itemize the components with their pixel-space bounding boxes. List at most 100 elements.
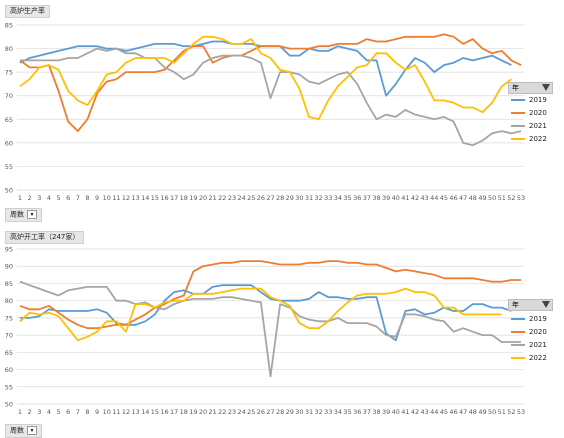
y-tick-label: 60 xyxy=(5,139,13,147)
chart2-footer-pill[interactable]: 周数 ▾ xyxy=(5,424,42,438)
x-tick-label: 11 xyxy=(112,194,120,202)
y-tick-label: 65 xyxy=(5,116,13,124)
y-tick-label: 95 xyxy=(5,246,13,254)
x-tick-label: 34 xyxy=(334,194,342,202)
chart1-title-pill[interactable]: 高炉生产率 xyxy=(5,5,50,18)
x-tick-label: 3 xyxy=(37,408,41,416)
legend-entry-2022[interactable]: 2022 xyxy=(511,354,547,363)
legend-entry-2022[interactable]: 2022 xyxy=(511,135,547,144)
x-tick-label: 37 xyxy=(363,408,371,416)
x-tick-label: 18 xyxy=(180,194,188,202)
y-tick-label: 55 xyxy=(5,383,13,391)
x-tick-label: 33 xyxy=(324,194,332,202)
x-tick-label: 30 xyxy=(295,408,303,416)
x-tick-label: 4 xyxy=(47,408,51,416)
x-tick-label: 40 xyxy=(392,194,400,202)
x-tick-label: 16 xyxy=(160,408,168,416)
x-tick-label: 52 xyxy=(507,408,515,416)
y-tick-label: 70 xyxy=(5,92,13,100)
x-tick-label: 31 xyxy=(305,194,313,202)
chart2-legend-title: 年 xyxy=(512,301,519,309)
chart2-title-pill[interactable]: 高炉开工率（247家） xyxy=(5,231,85,244)
x-tick-label: 23 xyxy=(228,194,236,202)
dropdown-arrow-icon[interactable]: ▾ xyxy=(27,210,37,219)
x-tick-label: 12 xyxy=(122,194,130,202)
y-tick-label: 50 xyxy=(5,187,13,195)
x-tick-label: 41 xyxy=(401,194,409,202)
x-tick-label: 6 xyxy=(66,408,70,416)
x-tick-label: 13 xyxy=(131,194,139,202)
filter-icon[interactable] xyxy=(542,84,550,91)
chart1-legend-title: 年 xyxy=(512,84,519,92)
x-tick-label: 26 xyxy=(257,194,265,202)
chart2-legend-header[interactable]: 年 xyxy=(508,299,553,311)
x-tick-label: 24 xyxy=(237,194,245,202)
chart1-footer-pill[interactable]: 周数 ▾ xyxy=(5,208,42,222)
x-tick-label: 1 xyxy=(18,408,22,416)
x-tick-label: 43 xyxy=(421,194,429,202)
legend-entry-2020[interactable]: 2020 xyxy=(511,109,547,118)
x-tick-label: 22 xyxy=(218,194,226,202)
x-tick-label: 21 xyxy=(209,408,217,416)
x-tick-label: 20 xyxy=(199,194,207,202)
x-tick-label: 50 xyxy=(488,194,496,202)
x-tick-label: 35 xyxy=(343,408,351,416)
x-tick-label: 28 xyxy=(276,408,284,416)
y-tick-label: 50 xyxy=(5,401,13,409)
x-tick-label: 23 xyxy=(228,408,236,416)
x-tick-label: 46 xyxy=(449,408,457,416)
x-tick-label: 42 xyxy=(411,194,419,202)
x-tick-label: 16 xyxy=(160,194,168,202)
x-tick-label: 53 xyxy=(517,408,525,416)
legend-entry-2021[interactable]: 2021 xyxy=(511,122,547,131)
x-tick-label: 10 xyxy=(103,408,111,416)
legend-swatch xyxy=(511,99,525,101)
chart1-legend-header[interactable]: 年 xyxy=(508,82,553,94)
x-tick-label: 29 xyxy=(286,194,294,202)
legend-entry-2021[interactable]: 2021 xyxy=(511,341,547,350)
chart1-title-label: 高炉生产率 xyxy=(10,7,45,15)
x-tick-label: 38 xyxy=(372,194,380,202)
x-tick-label: 10 xyxy=(103,194,111,202)
legend-entry-2020[interactable]: 2020 xyxy=(511,328,547,337)
x-tick-label: 49 xyxy=(478,408,486,416)
legend-swatch xyxy=(511,331,525,333)
x-tick-label: 36 xyxy=(353,194,361,202)
x-tick-label: 4 xyxy=(47,194,51,202)
y-tick-label: 65 xyxy=(5,349,13,357)
x-tick-label: 14 xyxy=(141,408,149,416)
series-line-2022 xyxy=(19,35,512,121)
dropdown-arrow-icon[interactable]: ▾ xyxy=(27,426,37,435)
legend-swatch xyxy=(511,112,525,114)
x-tick-label: 30 xyxy=(295,194,303,202)
x-tick-label: 39 xyxy=(382,194,390,202)
x-tick-label: 9 xyxy=(95,194,99,202)
y-tick-label: 55 xyxy=(5,163,13,171)
legend-label: 2019 xyxy=(529,315,547,323)
x-tick-label: 33 xyxy=(324,408,332,416)
x-tick-label: 2 xyxy=(28,194,32,202)
legend-entry-2019[interactable]: 2019 xyxy=(511,96,547,105)
x-tick-label: 38 xyxy=(372,408,380,416)
x-tick-label: 51 xyxy=(498,408,506,416)
x-tick-label: 52 xyxy=(507,194,515,202)
x-tick-label: 48 xyxy=(469,408,477,416)
x-tick-label: 47 xyxy=(459,194,467,202)
filter-icon[interactable] xyxy=(542,301,550,308)
x-tick-label: 43 xyxy=(421,408,429,416)
x-tick-label: 48 xyxy=(469,194,477,202)
x-tick-label: 42 xyxy=(411,408,419,416)
legend-swatch xyxy=(511,125,525,127)
x-tick-label: 46 xyxy=(449,194,457,202)
y-tick-label: 80 xyxy=(5,297,13,305)
x-tick-label: 39 xyxy=(382,408,390,416)
x-tick-label: 44 xyxy=(430,194,438,202)
x-tick-label: 8 xyxy=(85,408,89,416)
x-tick-label: 5 xyxy=(56,194,60,202)
legend-entry-2019[interactable]: 2019 xyxy=(511,315,547,324)
legend-label: 2019 xyxy=(529,96,547,104)
y-tick-label: 75 xyxy=(5,69,13,77)
x-tick-label: 29 xyxy=(286,408,294,416)
x-tick-label: 1 xyxy=(18,194,22,202)
